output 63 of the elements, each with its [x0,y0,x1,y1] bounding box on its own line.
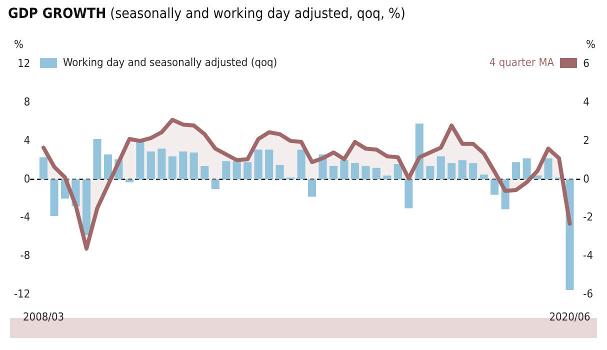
bar [265,150,274,180]
y2-tick-label: -4 [583,249,594,262]
bar [383,176,392,180]
bar [458,160,466,180]
bar [222,161,230,180]
bar [232,161,241,180]
bar [522,158,531,180]
bar [276,164,284,180]
bar [40,157,48,180]
y-tick-label: -8 [20,249,30,262]
y2-tick-label: -2 [583,210,594,224]
bar [512,162,520,180]
bar [329,166,338,180]
y-tick-label: 12 [18,56,30,70]
bar [436,156,445,180]
y-axis-title: % [14,38,24,51]
y2-tick-label: -6 [583,288,594,301]
bar [50,179,58,216]
bar [211,179,220,190]
bar [362,166,370,180]
bar [372,168,380,180]
bar [93,139,102,180]
bar [426,166,434,180]
bar [297,150,306,180]
bar [340,160,348,180]
bar [82,179,91,236]
bar [404,179,413,208]
bar [179,152,188,180]
bar [480,174,488,180]
text: 4 quarter MA [489,56,554,69]
y2-tick-label: 2 [583,134,590,147]
bar [158,148,166,180]
chart-subtitle: (seasonally and working day adjusted, qoq, %) [109,6,406,22]
bar [350,163,359,180]
bar [469,163,478,180]
bar [308,179,316,197]
bar [244,162,252,180]
y2-tick-label: 4 [583,95,590,108]
y-tick-label: 0 [24,172,30,186]
bar [544,158,552,180]
bar [448,163,456,180]
bar [190,152,198,180]
y2-axis-title: % [586,38,596,51]
y-tick-label: 4 [24,134,30,147]
bar [490,179,499,195]
y-tick-label: -4 [20,210,30,224]
y2-tick-label: 6 [583,56,590,70]
x-tick-label: 2008/03 [22,310,64,324]
legend-label: Working day and seasonally adjusted (qoq) [63,56,278,69]
y-tick-label: 8 [24,95,30,108]
bar [168,156,176,180]
bar [136,140,144,180]
bar [394,164,402,180]
y-tick-label: -12 [14,288,30,301]
bar [125,179,134,182]
bar [200,166,209,180]
chart-title: GDP GROWTH [8,6,106,22]
x-tick-label: 2020/06 [549,310,590,324]
bar [534,176,542,180]
bar [104,154,112,180]
bar [146,152,155,180]
bar [254,150,262,180]
y2-tick-label: 0 [583,172,590,186]
